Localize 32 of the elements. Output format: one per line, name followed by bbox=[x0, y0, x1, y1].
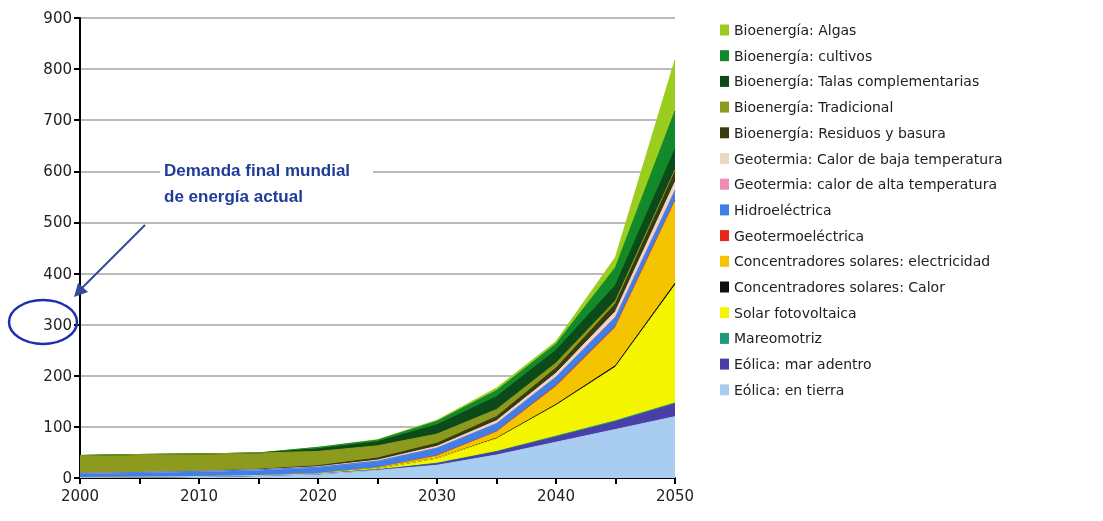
x-tick-label: 2040 bbox=[536, 486, 576, 505]
x-tick-label: 2000 bbox=[60, 486, 100, 505]
legend-label: Bioenergía: Algas bbox=[734, 22, 857, 38]
y-tick-label: 900 bbox=[43, 9, 72, 27]
x-tick-label: 2030 bbox=[417, 486, 457, 505]
legend-label: Hidroeléctrica bbox=[734, 201, 832, 218]
legend-label: Bioenergía: Residuos y basura bbox=[734, 124, 946, 141]
legend-label: Geotermoeléctrica bbox=[734, 227, 865, 244]
x-tick-label: 2050 bbox=[655, 486, 695, 505]
y-tick-label: 700 bbox=[43, 111, 72, 130]
y-tick-label: 100 bbox=[43, 417, 72, 436]
y-tick-label: 200 bbox=[43, 366, 72, 385]
y-tick-label: 400 bbox=[43, 264, 72, 283]
legend-label: Bioenergía: Talas complementarias bbox=[734, 73, 980, 90]
legend-label: Mareomotriz bbox=[734, 330, 822, 347]
legend-label: Eólica: en tierra bbox=[734, 381, 845, 398]
legend-label: Bioenergía: Tradicional bbox=[734, 99, 894, 116]
x-tick-label: 2010 bbox=[179, 486, 219, 505]
annotation: Demanda final mundial de energía actual bbox=[164, 160, 355, 206]
legend-label: Eólica: mar adentro bbox=[734, 356, 872, 373]
legend-label: Solar fotovoltaica bbox=[734, 304, 857, 321]
legend-label: Concentradores solares: Calor bbox=[734, 279, 946, 295]
y-tick-label: 800 bbox=[43, 60, 72, 79]
y-tick-label: 500 bbox=[43, 213, 72, 232]
legend-label: Geotermia: Calor de baja temperatura bbox=[734, 150, 1003, 167]
y-tick-label: 600 bbox=[43, 162, 72, 181]
legend-label: Geotermia: calor de alta temperatura bbox=[734, 176, 998, 193]
legend-label: Concentradores solares: electricidad bbox=[734, 253, 991, 270]
y-tick-label: 0 bbox=[62, 469, 72, 487]
y-tick-label: 300 bbox=[43, 315, 72, 334]
x-tick-label: 2020 bbox=[298, 486, 338, 505]
legend-label: Bioenergía: cultivos bbox=[734, 47, 873, 64]
